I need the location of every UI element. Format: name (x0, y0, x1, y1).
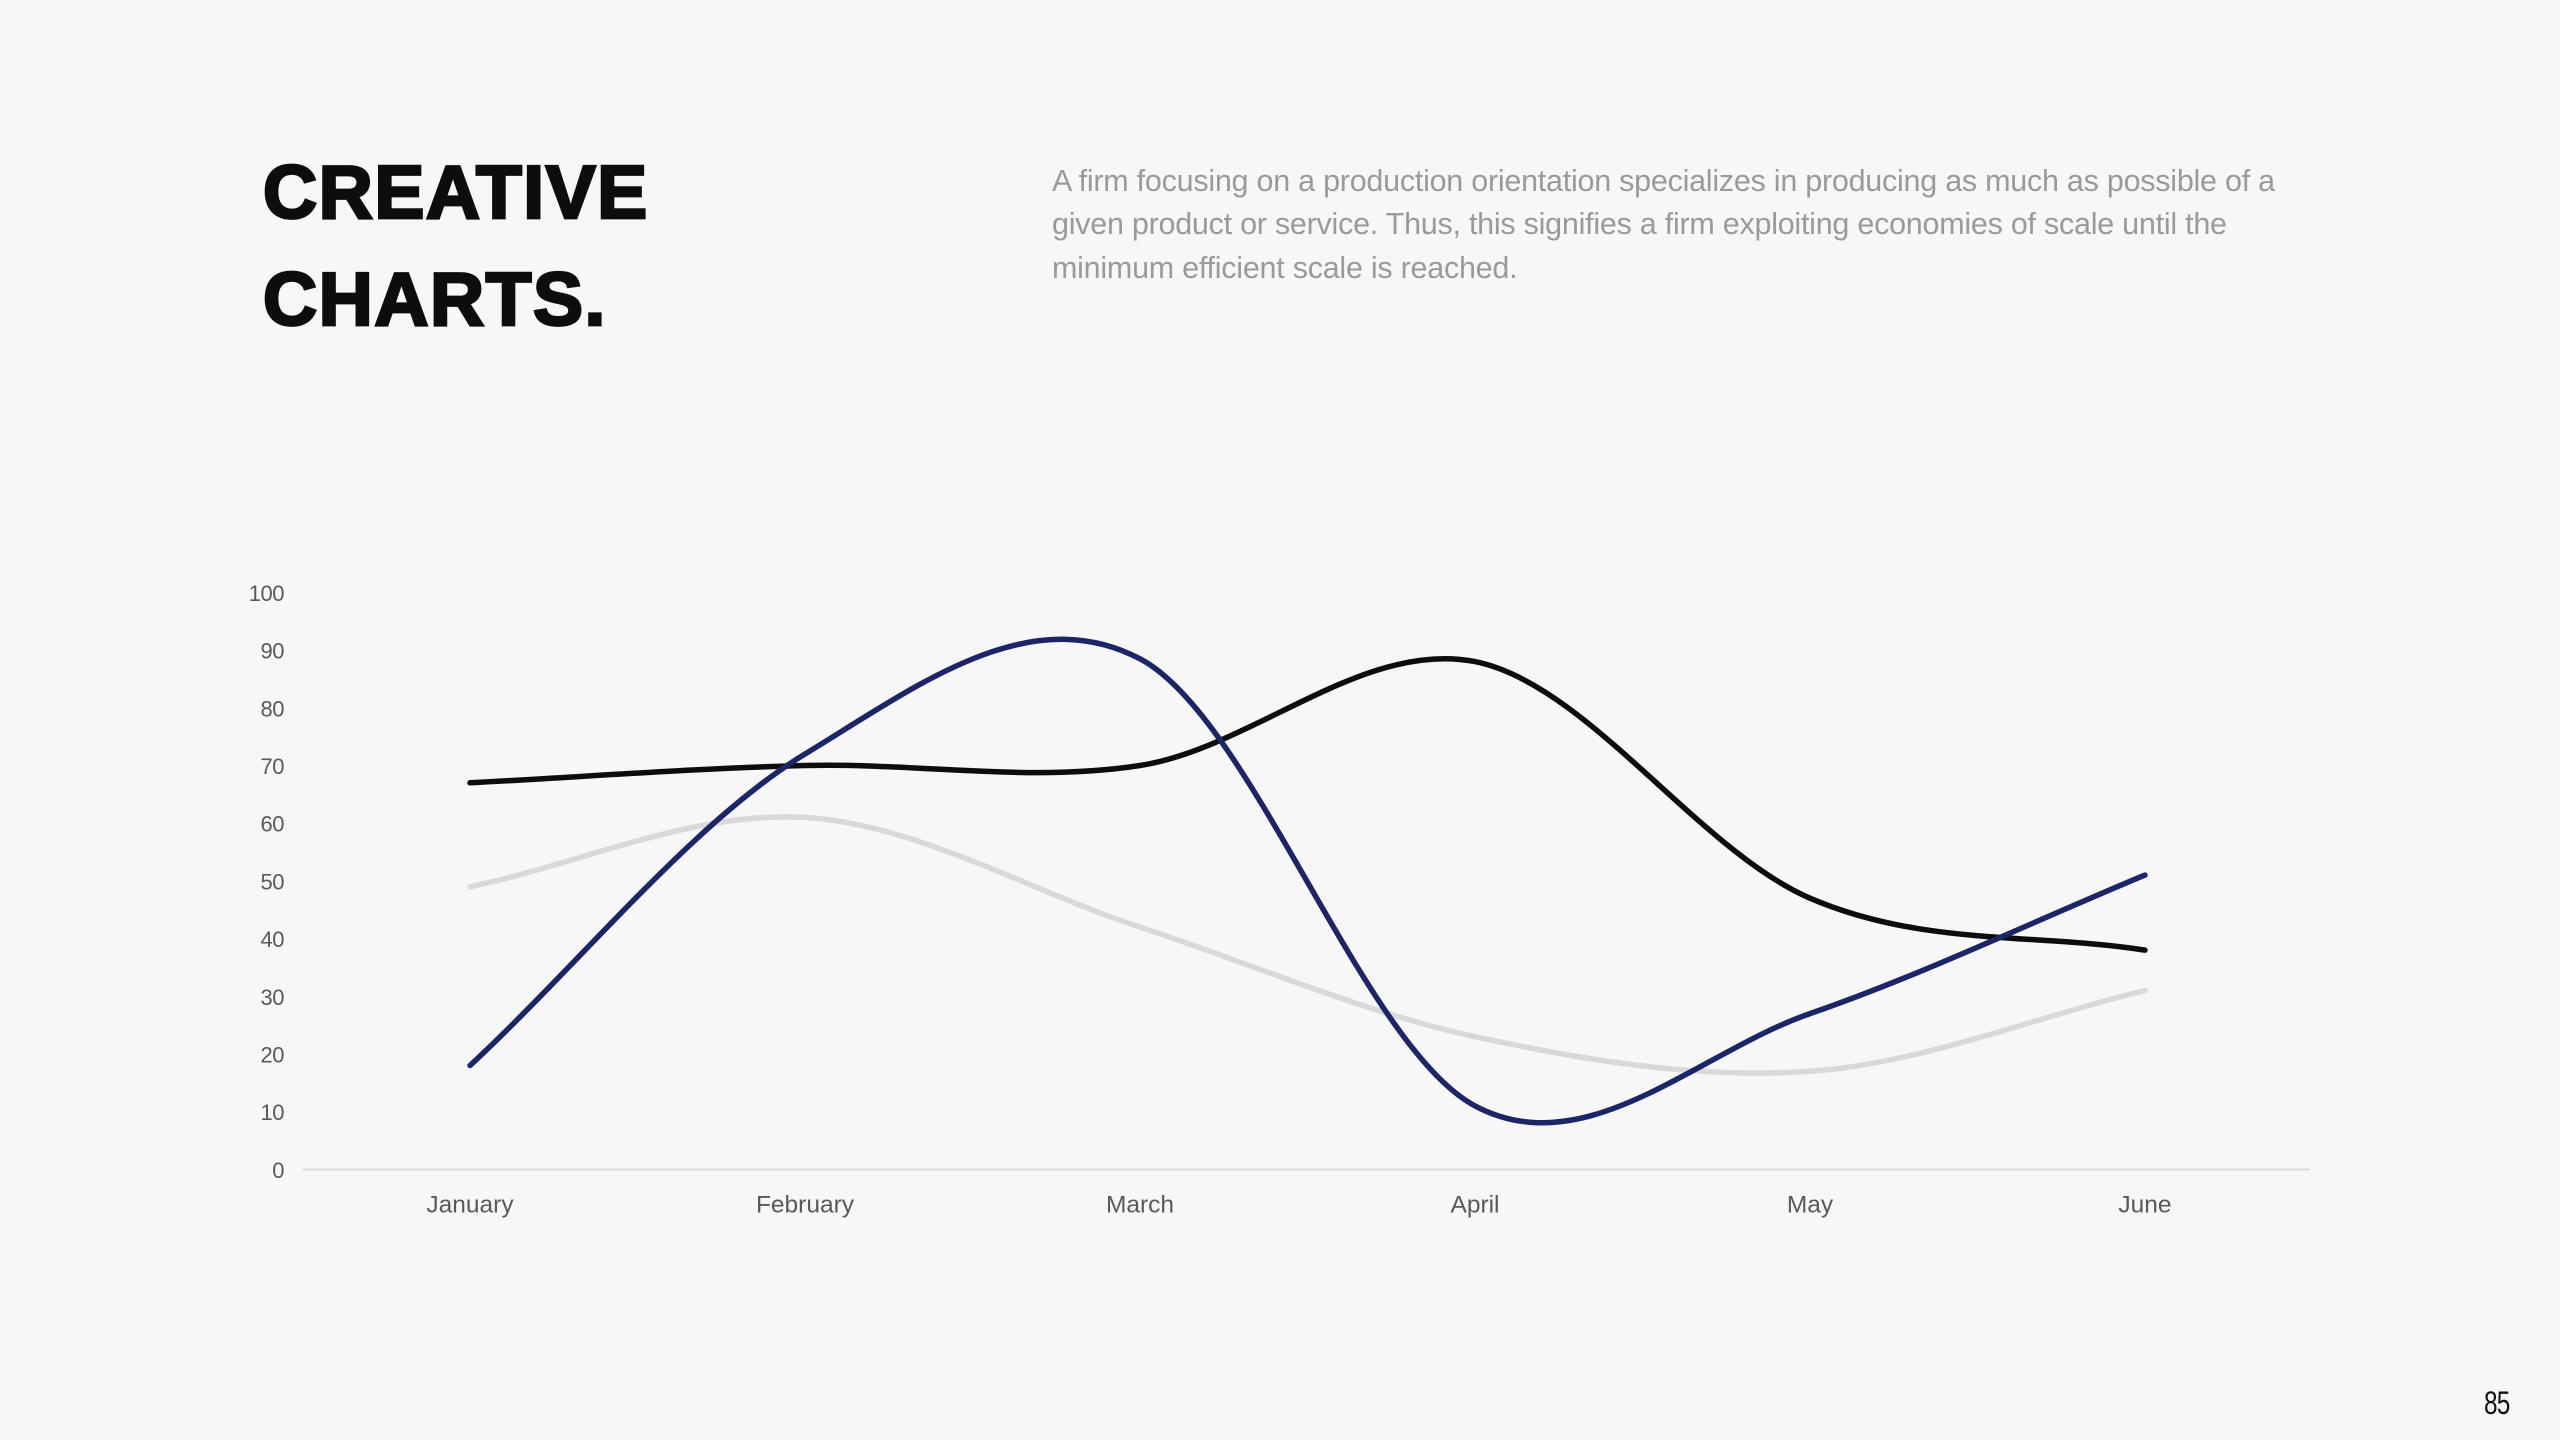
svg-text:20: 20 (261, 1043, 285, 1068)
svg-text:80: 80 (261, 696, 285, 721)
svg-text:100: 100 (249, 581, 284, 606)
svg-text:0: 0 (272, 1158, 284, 1183)
svg-text:February: February (756, 1192, 855, 1219)
svg-text:90: 90 (261, 639, 285, 664)
svg-text:30: 30 (261, 985, 285, 1010)
svg-text:March: March (1106, 1192, 1174, 1219)
svg-text:June: June (2118, 1192, 2171, 1219)
svg-text:40: 40 (261, 927, 285, 952)
svg-text:60: 60 (261, 812, 285, 837)
svg-text:70: 70 (261, 754, 285, 779)
svg-text:May: May (1787, 1192, 1834, 1219)
svg-text:10: 10 (261, 1100, 285, 1125)
svg-text:April: April (1450, 1192, 1499, 1219)
svg-text:50: 50 (261, 869, 285, 894)
svg-text:January: January (426, 1192, 514, 1219)
